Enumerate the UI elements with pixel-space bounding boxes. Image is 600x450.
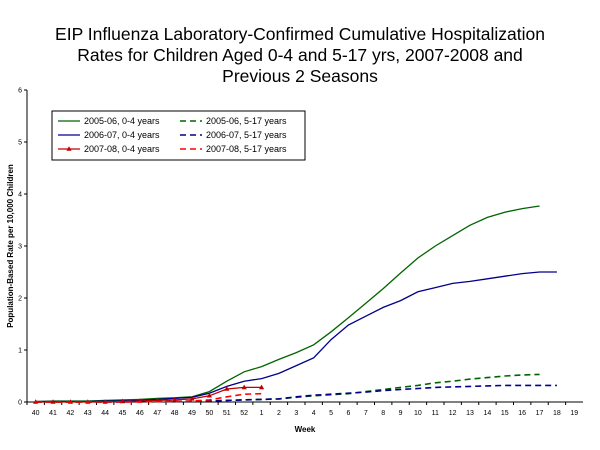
y-tick-label: 3 — [18, 244, 22, 251]
x-tick-label: 41 — [49, 410, 57, 417]
x-tick-label: 47 — [153, 410, 161, 417]
y-tick-label: 0 — [18, 400, 22, 407]
x-tick-label: 52 — [240, 410, 248, 417]
x-tick-label: 10 — [414, 410, 422, 417]
x-tick-label: 44 — [101, 410, 109, 417]
y-tick-label: 6 — [18, 88, 22, 95]
x-tick-label: 14 — [484, 410, 492, 417]
series-line-4 — [35, 384, 557, 403]
x-tick-label: 16 — [518, 410, 526, 417]
legend-marker — [66, 146, 72, 151]
x-tick-label: 43 — [84, 410, 92, 417]
x-tick-label: 17 — [536, 410, 544, 417]
y-tick-label: 5 — [18, 140, 22, 147]
x-tick-label: 50 — [206, 410, 214, 417]
legend-box — [51, 110, 306, 161]
chart-title: EIP Influenza Laboratory-Confirmed Cumul… — [0, 24, 600, 87]
x-tick-label: 15 — [501, 410, 509, 417]
x-tick-label: 7 — [364, 410, 368, 417]
legend-label: 2005-06, 0-4 years — [84, 116, 160, 126]
x-tick-label: 2 — [277, 410, 281, 417]
series-line-6 — [35, 392, 262, 403]
series-line-1 — [35, 205, 540, 403]
x-tick-label: 12 — [449, 410, 457, 417]
series-marker — [50, 399, 56, 404]
y-tick-label: 4 — [18, 192, 22, 199]
y-tick-labels: 0 1 2 3 4 5 6 — [18, 88, 22, 407]
x-tick-label: 8 — [381, 410, 385, 417]
series-line-5 — [35, 386, 262, 403]
x-tick-label: 51 — [223, 410, 231, 417]
x-tick-label: 9 — [399, 410, 403, 417]
chart-title-line-1: EIP Influenza Laboratory-Confirmed Cumul… — [55, 24, 545, 44]
y-axis-title: Population-Based Rate per 10,000 Childre… — [6, 164, 15, 328]
x-tick-label: 18 — [553, 410, 561, 417]
series-marker — [224, 386, 230, 391]
series-layer — [33, 205, 557, 404]
x-tick-label: 1 — [260, 410, 264, 417]
x-tick-label: 45 — [119, 410, 127, 417]
series-marker — [241, 384, 247, 390]
legend-label: 2007-08, 0-4 years — [84, 144, 160, 154]
x-tick-label: 19 — [570, 410, 578, 417]
x-tick-label: 5 — [329, 410, 333, 417]
x-tick-label: 4 — [312, 410, 316, 417]
legend-label: 2006-07, 5-17 years — [206, 130, 287, 140]
legend-label: 2007-08, 5-17 years — [206, 144, 287, 154]
x-tick-label: 48 — [171, 410, 179, 417]
legend-label: 2005-06, 5-17 years — [206, 116, 287, 126]
series-marker — [206, 392, 213, 398]
y-tick-label: 2 — [18, 296, 22, 303]
y-tick-label: 1 — [18, 348, 22, 355]
x-tick-label: 49 — [188, 410, 196, 417]
x-tick-label: 11 — [432, 410, 439, 417]
x-tick-label: 42 — [67, 410, 75, 417]
series-marker — [189, 396, 195, 401]
x-tick-labels: 40 41 42 43 44 45 46 47 48 49 50 51 52 1 2 3 4 5 6 7 8 9 10 11 1… — [32, 410, 579, 417]
legend: 2005-06, 0-4 years 2005-06, 5-17 years 200… — [51, 110, 306, 161]
x-tick-label: 6 — [346, 410, 350, 417]
x-tick-label: 13 — [466, 410, 474, 417]
x-axis-title: Week — [295, 425, 316, 434]
chart-title-line-2: Rates for Children Aged 0-4 and 5-17 yrs… — [77, 45, 523, 65]
x-tick-label: 46 — [136, 410, 144, 417]
x-tick-label: 3 — [294, 410, 298, 417]
chart-title-line-3: Previous 2 Seasons — [222, 66, 378, 86]
series-line-3 — [35, 271, 557, 403]
series-marker — [172, 397, 178, 402]
x-tick-label: 40 — [32, 410, 40, 417]
series-marker — [258, 384, 265, 390]
legend-label: 2006-07, 0-4 years — [84, 130, 160, 140]
